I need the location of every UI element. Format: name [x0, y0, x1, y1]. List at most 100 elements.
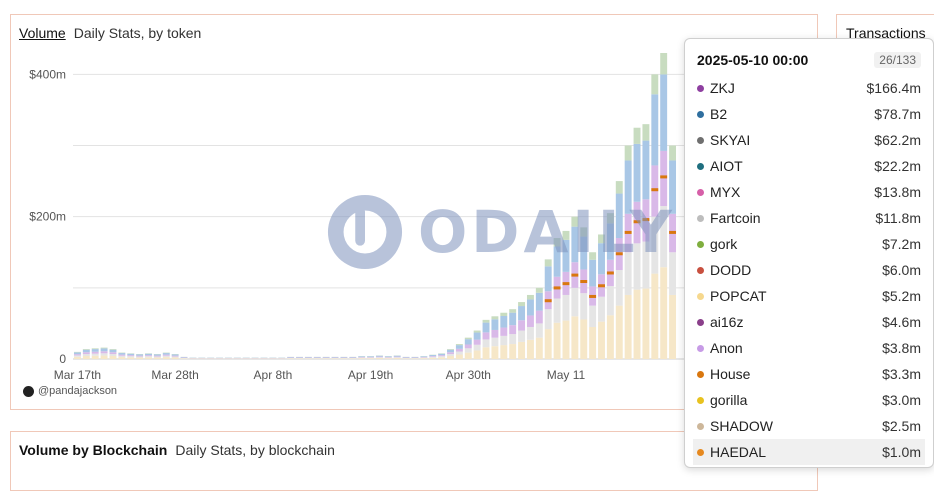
bar-segment [607, 213, 614, 223]
tooltip-token-value: $3.3m [882, 366, 921, 382]
bar-segment [412, 358, 419, 359]
tooltip-token-name: House [710, 366, 882, 382]
bar-segment [660, 175, 667, 178]
bar-segment [483, 323, 490, 333]
bar-segment [136, 357, 143, 358]
bar-segment [358, 358, 365, 359]
bar-segment [163, 355, 170, 356]
tooltip-token-value: $62.2m [874, 132, 921, 148]
bar-segment [340, 357, 347, 358]
bar-segment [332, 357, 339, 358]
legend-dot-icon [697, 241, 704, 248]
bar-segment [127, 354, 134, 355]
author-avatar-icon [23, 386, 34, 397]
bar-segment [394, 357, 401, 358]
bar-segment [598, 297, 605, 322]
bar-segment [545, 309, 552, 329]
tooltip-token-name: B2 [710, 106, 874, 122]
bar-segment [145, 355, 152, 356]
bar-segment [509, 334, 516, 344]
bar-segment [491, 330, 498, 338]
tooltip-token-name: AIOT [710, 158, 874, 174]
bar-segment [127, 356, 134, 357]
bar-segment [385, 357, 392, 358]
bar-segment [394, 358, 401, 359]
bar-segment [447, 352, 454, 354]
tooltip-token-value: $4.6m [882, 314, 921, 330]
blockchain-title[interactable]: Volume by Blockchain [19, 442, 167, 458]
bar-segment [447, 349, 454, 350]
tooltip-row: MYX$13.8m [693, 179, 925, 205]
bar-segment [571, 217, 578, 227]
bar-segment [376, 357, 383, 358]
bar-segment [660, 74, 667, 151]
bar-segment [598, 243, 605, 274]
bar-segment [101, 348, 108, 349]
bar-segment [571, 227, 578, 263]
tooltip-token-name: MYX [710, 184, 874, 200]
legend-dot-icon [697, 319, 704, 326]
bar-segment [669, 295, 676, 359]
bar-segment [136, 358, 143, 359]
bar-segment [465, 338, 472, 339]
bar-segment [83, 356, 90, 359]
bar-segment [669, 231, 676, 234]
bar-segment [474, 350, 481, 359]
bar-segment [642, 289, 649, 359]
x-tick-label: May 11 [547, 368, 586, 382]
bar-segment [545, 259, 552, 266]
bar-segment [607, 223, 614, 259]
bar-segment [74, 352, 81, 354]
tooltip-token-name: POPCAT [710, 288, 882, 304]
bar-segment [376, 358, 383, 359]
bar-segment [74, 357, 81, 359]
bar-segment [172, 356, 179, 357]
bar-segment [438, 355, 445, 356]
bar-segment [500, 336, 507, 345]
bar-segment [412, 357, 419, 358]
tooltip-token-value: $22.2m [874, 158, 921, 174]
bar-segment [660, 206, 667, 267]
bar-segment [456, 345, 463, 349]
bar-segment [527, 327, 534, 340]
bar-segment [287, 358, 294, 359]
bar-segment [616, 181, 623, 193]
bar-segment [527, 340, 534, 359]
bar-segment [625, 252, 632, 295]
bar-segment [305, 357, 312, 358]
bar-segment [296, 357, 303, 358]
bar-segment [634, 220, 641, 223]
bar-segment [74, 355, 81, 356]
legend-dot-icon [697, 345, 704, 352]
bar-segment [642, 141, 649, 200]
legend-dot-icon [697, 85, 704, 92]
tooltip-row: Fartcoin$11.8m [693, 205, 925, 231]
bar-segment [118, 355, 125, 356]
tooltip-date: 2025-05-10 00:00 [697, 52, 808, 68]
bar-segment [296, 358, 303, 359]
bar-segment [651, 188, 658, 191]
author-handle: @pandajackson [38, 385, 117, 397]
bar-segment [563, 282, 570, 285]
legend-dot-icon [697, 397, 704, 404]
bar-segment [518, 342, 525, 359]
bar-segment [483, 320, 490, 323]
bar-segment [92, 354, 99, 356]
bar-segment [420, 357, 427, 358]
bar-segment [340, 358, 347, 359]
tooltip-row: HAEDAL$1.0m [693, 439, 925, 465]
bar-segment [536, 338, 543, 359]
bar-segment [518, 306, 525, 320]
bar-segment [358, 356, 365, 357]
legend-dot-icon [697, 449, 704, 456]
bar-segment [385, 356, 392, 357]
bar-segment [305, 358, 312, 359]
bar-segment [669, 160, 676, 213]
bar-segment [83, 354, 90, 356]
bar-segment [101, 348, 108, 351]
bar-segment [145, 354, 152, 355]
bar-segment [616, 252, 623, 255]
bar-segment [394, 356, 401, 357]
tooltip-token-value: $78.7m [874, 106, 921, 122]
